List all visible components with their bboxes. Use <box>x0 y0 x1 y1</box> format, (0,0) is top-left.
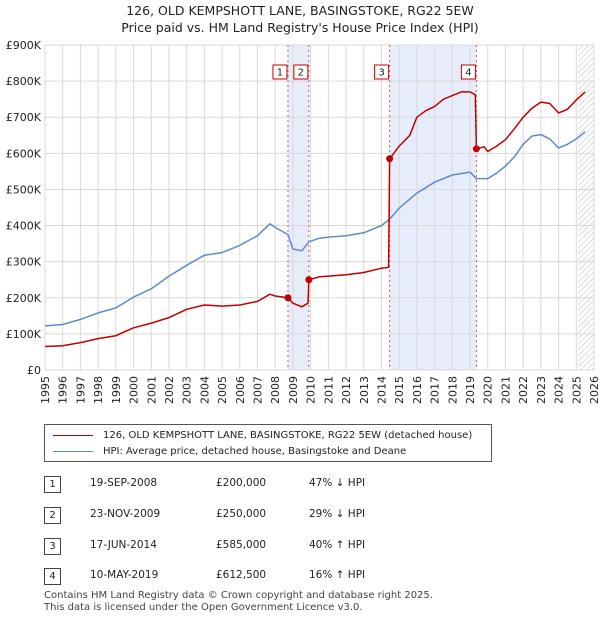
legend-label-hpi: HPI: Average price, detached house, Basi… <box>103 445 407 457</box>
legend-label-property: 126, OLD KEMPSHOTT LANE, BASINGSTOKE, RG… <box>103 429 473 441</box>
transaction-label-box <box>272 64 288 80</box>
transaction-row: 2 23-NOV-2009 £250,000 29% ↓ HPI <box>44 505 464 525</box>
x-tick-label: 2018 <box>446 376 459 404</box>
x-tick-label: 2003 <box>181 376 194 404</box>
transaction-price: £200,000 <box>216 477 267 489</box>
x-tick-label: 2021 <box>499 376 512 404</box>
x-tick-label: 2025 <box>570 376 583 404</box>
price-chart: 1 2 3 4 £0 £100K £200K £300K £400K £500K £600K £70… <box>6 39 600 404</box>
x-tick-label: 2023 <box>535 376 548 404</box>
transaction-badge: 4 <box>44 568 61 585</box>
y-tick-label: £0 <box>27 364 41 377</box>
x-tick-label: 2011 <box>322 376 335 404</box>
transaction-hpi: 40% ↑ HPI <box>309 539 366 551</box>
y-tick-label: £500K <box>6 183 42 196</box>
transaction-hpi: 29% ↓ HPI <box>309 508 366 520</box>
y-tick-label: £100K <box>6 328 42 341</box>
transaction-row: 3 17-JUN-2014 £585,000 40% ↑ HPI <box>44 536 464 556</box>
legend-item-hpi: HPI: Average price, detached house, Basi… <box>53 443 406 459</box>
legend-item-property: 126, OLD KEMPSHOTT LANE, BASINGSTOKE, RG… <box>53 427 472 443</box>
transaction-price: £585,000 <box>216 539 267 551</box>
sale-point <box>284 294 292 302</box>
transaction-date: 10-MAY-2019 <box>90 569 159 581</box>
hpi-line <box>44 131 586 327</box>
x-tick-label: 1998 <box>92 376 105 404</box>
y-tick-label: £900K <box>6 39 42 52</box>
transaction-row: 4 10-MAY-2019 £612,500 16% ↑ HPI <box>44 566 464 586</box>
x-tick-label: 2024 <box>553 376 566 404</box>
x-tick-label: 2008 <box>269 376 282 404</box>
x-tick-label: 2012 <box>340 376 353 404</box>
transaction-label: 2 <box>298 68 304 79</box>
chart-title: 126, OLD KEMPSHOTT LANE, BASINGSTOKE, RG… <box>126 3 474 18</box>
transaction-label: 1 <box>277 68 283 79</box>
transaction-date: 23-NOV-2009 <box>90 508 161 520</box>
x-tick-label: 2009 <box>287 376 300 404</box>
x-tick-label: 2000 <box>128 376 141 404</box>
transaction-row: 1 19-SEP-2008 £200,000 47% ↓ HPI <box>44 474 464 494</box>
transaction-hpi: 16% ↑ HPI <box>309 569 366 581</box>
transaction-badge: 1 <box>44 476 61 493</box>
transaction-label-box <box>293 64 309 80</box>
sale-point <box>386 155 394 163</box>
transaction-label: 4 <box>465 68 471 79</box>
x-tick-label: 2002 <box>163 376 176 404</box>
x-tick-label: 2006 <box>234 376 247 404</box>
x-tick-label: 2015 <box>393 376 406 404</box>
transaction-badge: 3 <box>44 538 61 555</box>
x-tick-label: 2019 <box>464 376 477 404</box>
x-tick-label: 1997 <box>74 376 87 404</box>
x-tick-label: 2007 <box>252 376 265 404</box>
x-tick-label: 1995 <box>39 376 52 404</box>
footer: Contains HM Land Registry data © Crown c… <box>44 590 433 614</box>
y-tick-label: £400K <box>6 220 42 233</box>
transaction-price: £250,000 <box>216 508 267 520</box>
legend-swatch-red <box>53 434 93 436</box>
legend-swatch-blue <box>53 450 93 452</box>
y-tick-label: £600K <box>6 147 42 160</box>
transaction-badge: 2 <box>44 507 61 524</box>
x-tick-label: 2001 <box>145 376 158 404</box>
x-tick-label: 2004 <box>198 376 211 404</box>
x-tick-label: 2017 <box>429 376 442 404</box>
x-tick-label: 2026 <box>588 376 600 404</box>
x-tick-label: 2013 <box>358 376 371 404</box>
price-paid-line <box>44 91 586 348</box>
x-tick-label: 2016 <box>411 376 424 404</box>
footer-licence: This data is licensed under the Open Gov… <box>44 602 363 613</box>
x-tick-label: 2010 <box>305 376 318 404</box>
chart-subtitle: Price paid vs. HM Land Registry's House … <box>121 20 479 35</box>
x-tick-label: 2005 <box>216 376 229 404</box>
transaction-date: 17-JUN-2014 <box>90 539 157 551</box>
y-tick-label: £800K <box>6 75 42 88</box>
ownership-span <box>389 45 477 370</box>
legend: 126, OLD KEMPSHOTT LANE, BASINGSTOKE, RG… <box>44 424 492 462</box>
plot-area <box>45 45 594 370</box>
y-tick-label: £700K <box>6 111 42 124</box>
x-tick-label: 2022 <box>517 376 530 404</box>
transaction-label-box <box>374 64 390 80</box>
x-tick-label: 1996 <box>57 376 70 404</box>
ownership-span <box>287 45 309 370</box>
forecast-hatch <box>578 45 594 370</box>
transaction-label: 3 <box>378 68 384 79</box>
sale-point <box>305 276 313 284</box>
footer-copyright: Contains HM Land Registry data © Crown c… <box>44 590 433 601</box>
y-tick-label: £200K <box>6 292 42 305</box>
x-tick-label: 2020 <box>482 376 495 404</box>
transaction-hpi: 47% ↓ HPI <box>309 477 366 489</box>
transaction-label-box <box>460 64 476 80</box>
y-tick-label: £300K <box>6 256 42 269</box>
sale-point <box>472 145 480 153</box>
x-tick-label: 2014 <box>375 376 388 404</box>
transaction-date: 19-SEP-2008 <box>90 477 158 489</box>
transaction-price: £612,500 <box>216 569 267 581</box>
x-tick-label: 1999 <box>110 376 123 404</box>
